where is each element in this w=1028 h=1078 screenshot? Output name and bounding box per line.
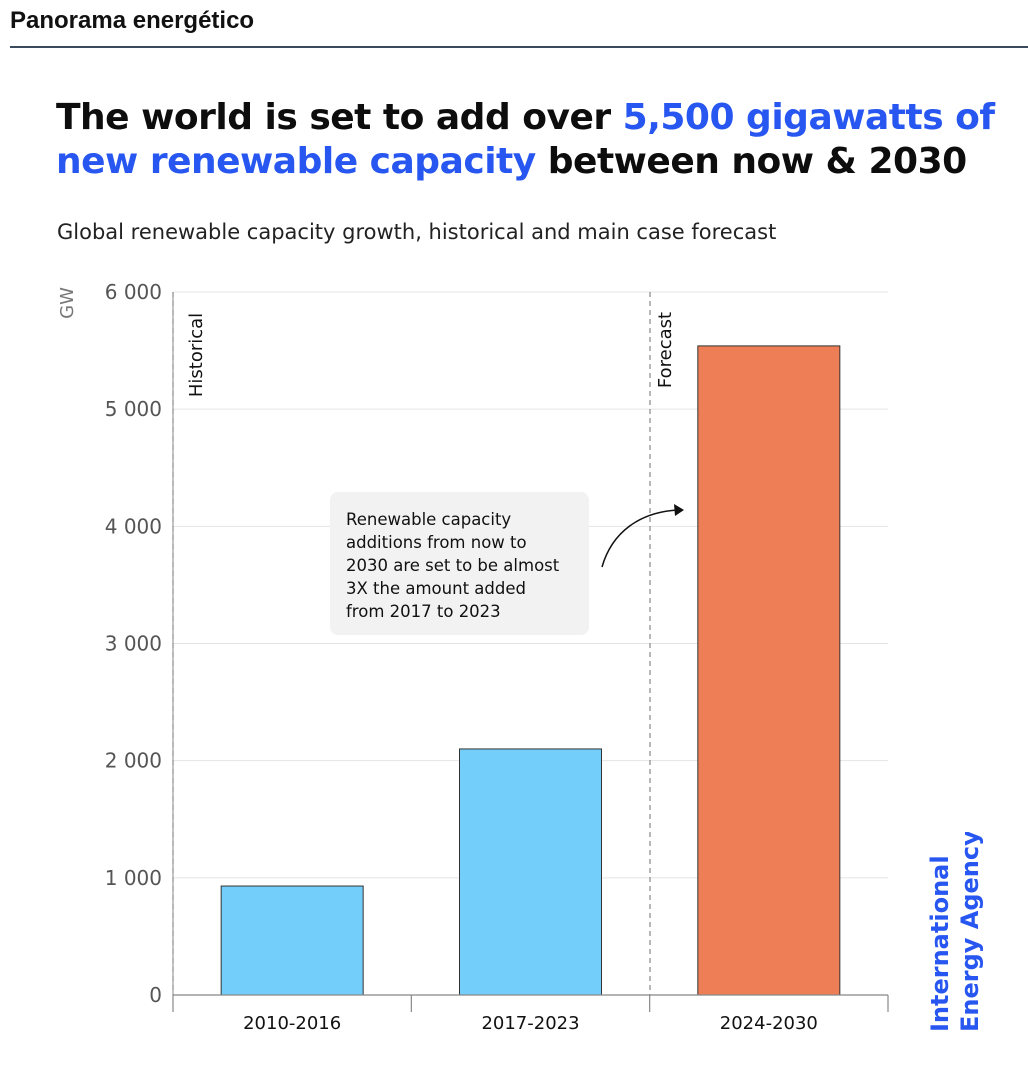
headline-part2: between now & 2030: [535, 141, 967, 182]
chart-subtitle: Global renewable capacity growth, histor…: [57, 220, 777, 244]
headline-part1: The world is set to add over: [56, 97, 623, 138]
chart-headline: The world is set to add over 5,500 gigaw…: [56, 96, 1016, 184]
x-tick-label: 2010-2016: [243, 1013, 341, 1034]
annotation-line: Renewable capacity: [346, 510, 511, 529]
y-tick-label: 1 000: [105, 866, 162, 890]
forecast-label: Forecast: [655, 312, 676, 388]
annotation-text: Renewable capacity additions from now to 2…: [346, 510, 560, 621]
bar-chart: 0 1 000 2 000 3 000 4 000 5 000 6 000 GW Histo…: [57, 280, 889, 1034]
annotation-arrow: [601, 509, 679, 568]
bar-2017-2023: [459, 748, 602, 996]
historical-label: Historical: [186, 313, 207, 397]
page-header: Panorama energético: [10, 6, 1028, 48]
annotation-line: additions from now to: [346, 533, 527, 552]
bar-2010-2016: [220, 885, 364, 996]
logo-line2: Energy Agency: [956, 832, 984, 1032]
logo-line1: International: [926, 855, 954, 1032]
y-tick-label: 3 000: [105, 632, 162, 656]
x-tick-label: 2017-2023: [481, 1013, 579, 1034]
bars: [220, 345, 841, 996]
y-tick-label: 4 000: [105, 514, 162, 538]
y-axis-label: GW: [57, 287, 78, 319]
annotation-line: 2030 are set to be almost: [346, 556, 560, 575]
y-tick-label: 2 000: [105, 749, 162, 773]
y-tick-label: 5 000: [105, 397, 162, 421]
annotation-line: 3X the amount added: [346, 579, 526, 598]
y-axis-ticks: 0 1 000 2 000 3 000 4 000 5 000 6 000: [105, 280, 162, 1007]
x-tick-label: 2024-2030: [720, 1013, 818, 1034]
y-tick-label: 0: [149, 983, 162, 1007]
annotation-box: [330, 492, 589, 635]
annotation-arrowhead: [674, 504, 684, 516]
page-header-title: Panorama energético: [10, 7, 255, 34]
y-tick-label: 6 000: [105, 280, 162, 304]
x-axis: 2010-2016 2017-2023 2024-2030: [172, 292, 889, 1034]
annotation-callout: Renewable capacity additions from now to 2…: [330, 492, 684, 635]
bar-2024-2030: [697, 345, 841, 996]
iea-logo: International Energy Agency: [926, 832, 984, 1032]
annotation-line: from 2017 to 2023: [346, 602, 501, 621]
headline-highlight: 5,500 gigawatts of new renewable capacit…: [56, 97, 995, 182]
